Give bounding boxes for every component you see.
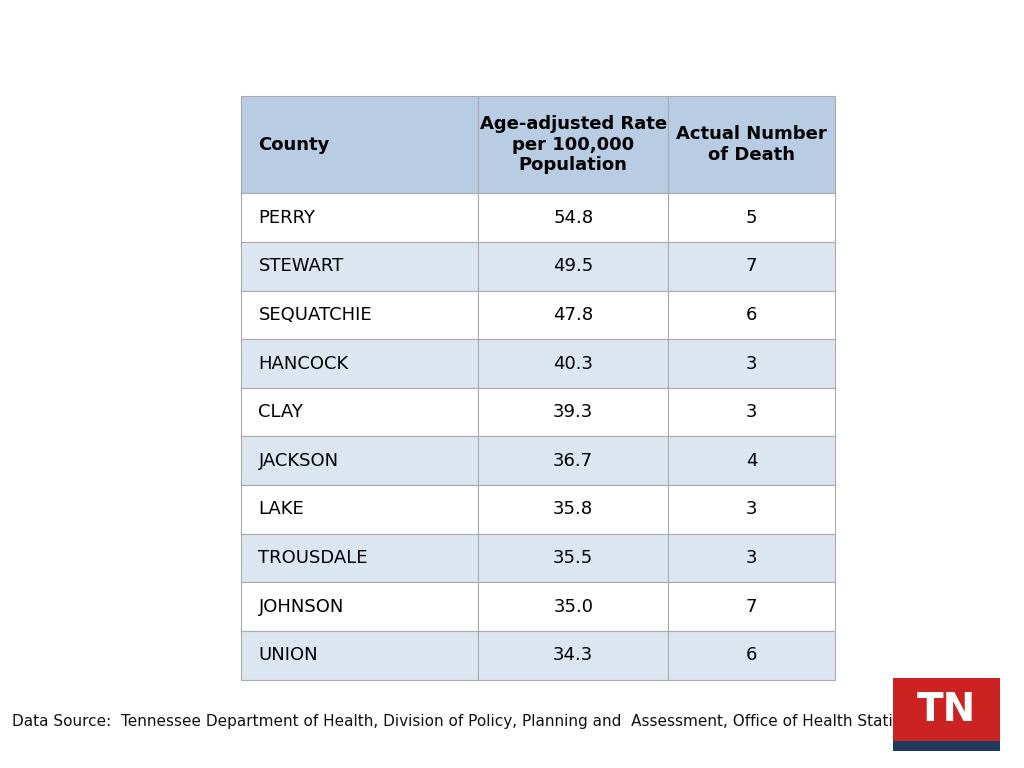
FancyBboxPatch shape bbox=[241, 388, 478, 436]
FancyBboxPatch shape bbox=[241, 290, 478, 339]
FancyBboxPatch shape bbox=[893, 678, 1000, 741]
FancyBboxPatch shape bbox=[478, 631, 669, 680]
Text: 7: 7 bbox=[745, 257, 757, 275]
FancyBboxPatch shape bbox=[241, 631, 478, 680]
Text: UNION: UNION bbox=[258, 647, 318, 664]
Text: 6: 6 bbox=[745, 647, 757, 664]
FancyBboxPatch shape bbox=[241, 96, 478, 194]
FancyBboxPatch shape bbox=[241, 582, 478, 631]
Text: 3: 3 bbox=[745, 549, 757, 567]
Text: 36.7: 36.7 bbox=[553, 452, 593, 470]
FancyBboxPatch shape bbox=[669, 242, 835, 290]
Text: 39.3: 39.3 bbox=[553, 403, 593, 421]
FancyBboxPatch shape bbox=[478, 96, 669, 194]
FancyBboxPatch shape bbox=[241, 339, 478, 388]
FancyBboxPatch shape bbox=[669, 436, 835, 485]
Text: LAKE: LAKE bbox=[258, 501, 304, 518]
FancyBboxPatch shape bbox=[669, 534, 835, 582]
Text: 34.3: 34.3 bbox=[553, 647, 593, 664]
FancyBboxPatch shape bbox=[669, 631, 835, 680]
FancyBboxPatch shape bbox=[669, 194, 835, 242]
FancyBboxPatch shape bbox=[241, 242, 478, 290]
FancyBboxPatch shape bbox=[478, 242, 669, 290]
Text: 5: 5 bbox=[745, 209, 757, 227]
Text: TN: TN bbox=[918, 690, 976, 729]
Text: 47.8: 47.8 bbox=[553, 306, 593, 324]
Text: JOHNSON: JOHNSON bbox=[258, 598, 344, 616]
FancyBboxPatch shape bbox=[478, 485, 669, 534]
FancyBboxPatch shape bbox=[478, 534, 669, 582]
Text: PERRY: PERRY bbox=[258, 209, 315, 227]
Text: SEQUATCHIE: SEQUATCHIE bbox=[258, 306, 372, 324]
FancyBboxPatch shape bbox=[478, 194, 669, 242]
FancyBboxPatch shape bbox=[669, 290, 835, 339]
Text: TROUSDALE: TROUSDALE bbox=[258, 549, 368, 567]
Text: 40.3: 40.3 bbox=[553, 355, 593, 372]
Text: 3: 3 bbox=[745, 501, 757, 518]
FancyBboxPatch shape bbox=[669, 582, 835, 631]
Text: 3: 3 bbox=[745, 403, 757, 421]
FancyBboxPatch shape bbox=[669, 485, 835, 534]
Text: Tennessee Counties with the Highest Suicide Rates, 2014: Tennessee Counties with the Highest Suic… bbox=[13, 37, 1024, 79]
FancyBboxPatch shape bbox=[669, 388, 835, 436]
Text: 35.5: 35.5 bbox=[553, 549, 593, 567]
Text: Data Source:  Tennessee Department of Health, Division of Policy, Planning and  : Data Source: Tennessee Department of Hea… bbox=[11, 714, 932, 729]
FancyBboxPatch shape bbox=[893, 741, 1000, 751]
Text: HANCOCK: HANCOCK bbox=[258, 355, 349, 372]
Text: 4: 4 bbox=[745, 452, 757, 470]
Text: 7: 7 bbox=[745, 598, 757, 616]
Text: 3: 3 bbox=[745, 355, 757, 372]
Text: Actual Number
of Death: Actual Number of Death bbox=[676, 125, 826, 164]
Text: 6: 6 bbox=[745, 306, 757, 324]
FancyBboxPatch shape bbox=[478, 339, 669, 388]
FancyBboxPatch shape bbox=[478, 388, 669, 436]
FancyBboxPatch shape bbox=[478, 582, 669, 631]
FancyBboxPatch shape bbox=[241, 534, 478, 582]
Text: County: County bbox=[258, 136, 330, 154]
FancyBboxPatch shape bbox=[241, 485, 478, 534]
Text: 35.0: 35.0 bbox=[553, 598, 593, 616]
Text: STEWART: STEWART bbox=[258, 257, 344, 275]
Text: 49.5: 49.5 bbox=[553, 257, 593, 275]
Text: Age-adjusted Rate
per 100,000
Population: Age-adjusted Rate per 100,000 Population bbox=[479, 115, 667, 174]
FancyBboxPatch shape bbox=[241, 194, 478, 242]
FancyBboxPatch shape bbox=[478, 436, 669, 485]
FancyBboxPatch shape bbox=[669, 339, 835, 388]
Text: 54.8: 54.8 bbox=[553, 209, 593, 227]
FancyBboxPatch shape bbox=[669, 96, 835, 194]
Text: 35.8: 35.8 bbox=[553, 501, 593, 518]
FancyBboxPatch shape bbox=[241, 436, 478, 485]
Text: CLAY: CLAY bbox=[258, 403, 303, 421]
Text: JACKSON: JACKSON bbox=[258, 452, 339, 470]
FancyBboxPatch shape bbox=[478, 290, 669, 339]
